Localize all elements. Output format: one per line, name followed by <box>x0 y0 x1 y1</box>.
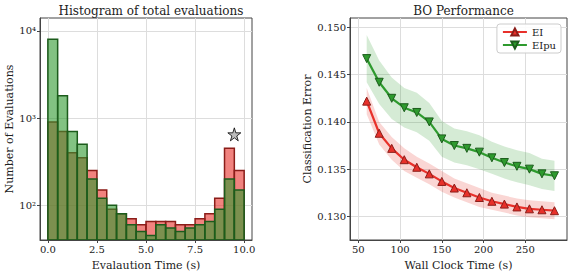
svg-text:0.135: 0.135 <box>317 164 346 175</box>
svg-text:Histogram of total evaluations: Histogram of total evaluations <box>59 4 244 18</box>
svg-text:0.150: 0.150 <box>317 22 346 33</box>
svg-text:BO Performance: BO Performance <box>413 4 514 18</box>
svg-text:Number of Evaluations: Number of Evaluations <box>3 64 16 193</box>
svg-text:5.0: 5.0 <box>138 244 154 255</box>
svg-text:7.5: 7.5 <box>187 244 203 255</box>
svg-text:250: 250 <box>516 244 535 255</box>
svg-text:Wall Clock Time (s): Wall Clock Time (s) <box>405 259 513 272</box>
svg-text:2.5: 2.5 <box>89 244 105 255</box>
svg-text:EIpu: EIpu <box>532 40 557 51</box>
svg-text:0.0: 0.0 <box>40 244 56 255</box>
svg-text:10²: 10² <box>19 200 36 211</box>
svg-text:EI: EI <box>532 27 543 38</box>
svg-text:Classification Error: Classification Error <box>301 74 314 184</box>
svg-text:50: 50 <box>352 244 365 255</box>
svg-text:150: 150 <box>432 244 451 255</box>
svg-text:Evalaution Time (s): Evalaution Time (s) <box>92 259 201 272</box>
svg-text:10³: 10³ <box>19 113 36 124</box>
svg-text:100: 100 <box>391 244 410 255</box>
svg-text:10⁴: 10⁴ <box>19 25 36 36</box>
svg-text:200: 200 <box>474 244 493 255</box>
svg-text:10.0: 10.0 <box>233 244 255 255</box>
svg-text:0.130: 0.130 <box>317 211 346 222</box>
svg-text:0.140: 0.140 <box>317 116 346 127</box>
svg-text:0.145: 0.145 <box>317 69 346 80</box>
